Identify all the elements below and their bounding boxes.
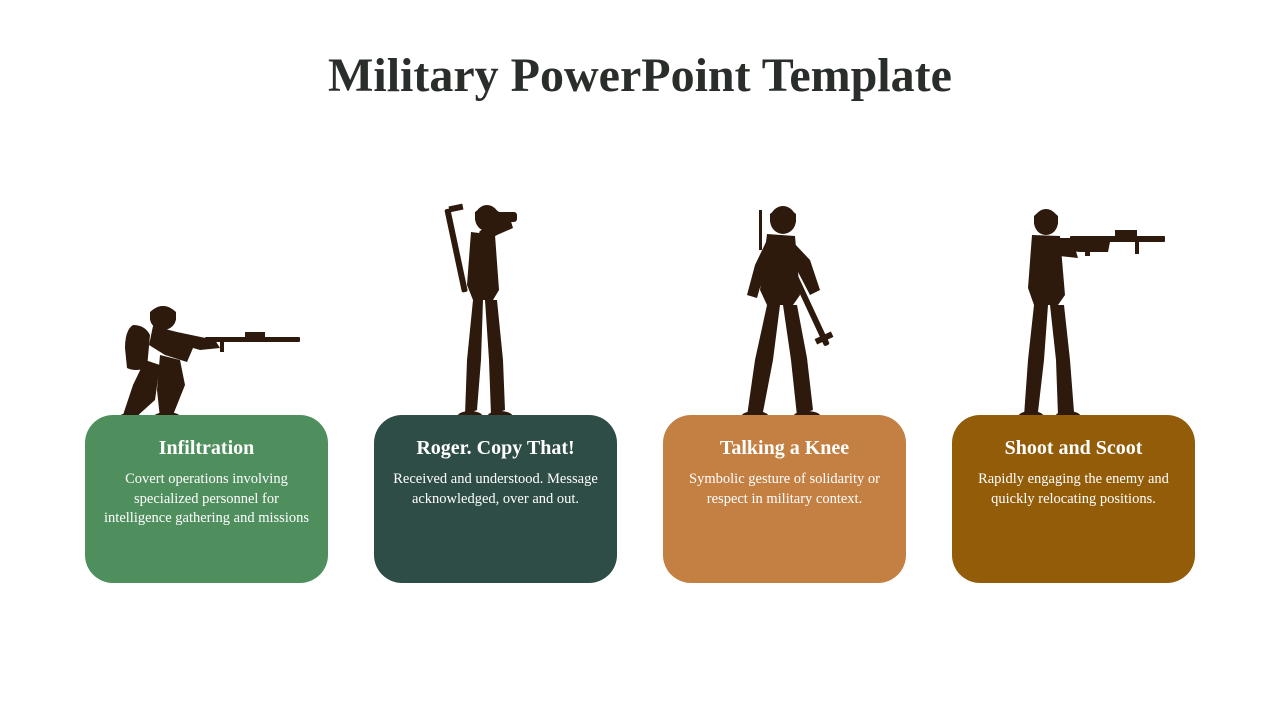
card-4-description: Rapidly engaging the enemy and quickly r… xyxy=(968,470,1179,509)
card-3-title: Talking a Knee xyxy=(679,437,890,460)
card-1: Infiltration Covert operations involving… xyxy=(85,415,328,583)
card-4: Shoot and Scoot Rapidly engaging the ene… xyxy=(952,415,1195,583)
card-1-description: Covert operations involving specialized … xyxy=(101,470,312,529)
card-3-description: Symbolic gesture of solidarity or respec… xyxy=(679,470,890,509)
card-4-title: Shoot and Scoot xyxy=(968,437,1179,460)
soldier-silhouette-1 xyxy=(105,290,305,425)
card-3: Talking a Knee Symbolic gesture of solid… xyxy=(663,415,906,583)
soldier-silhouette-3 xyxy=(685,200,855,425)
cards-row: Infiltration Covert operations involving… xyxy=(85,415,1195,583)
card-2-title: Roger. Copy That! xyxy=(390,437,601,460)
card-1-title: Infiltration xyxy=(101,437,312,460)
slide-title: Military PowerPoint Template xyxy=(0,48,1280,103)
card-2-description: Received and understood. Message acknowl… xyxy=(390,470,601,509)
soldier-silhouette-4 xyxy=(980,200,1170,425)
soldier-silhouette-2 xyxy=(415,200,555,425)
card-2: Roger. Copy That! Received and understoo… xyxy=(374,415,617,583)
